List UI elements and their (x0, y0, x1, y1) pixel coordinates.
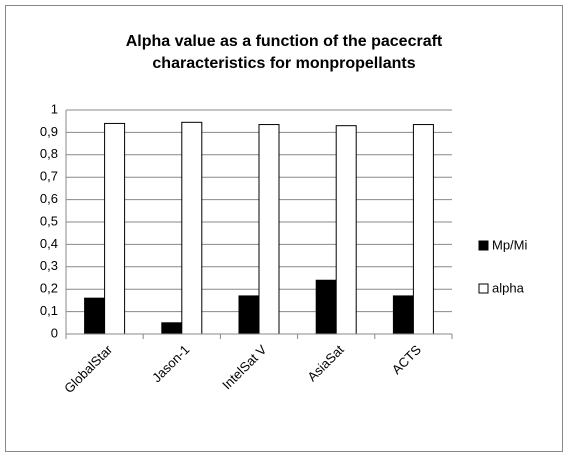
chart-title: Alpha value as a function of the pacecra… (126, 33, 443, 50)
bar (104, 122, 126, 335)
legend-swatch (478, 240, 489, 251)
legend-label: alpha (492, 280, 525, 295)
y-tick-label: 0,6 (40, 191, 58, 206)
y-tick-label: 0,1 (40, 303, 58, 318)
bar (412, 124, 434, 335)
bar (335, 125, 357, 335)
y-tick-label: 0,4 (40, 236, 58, 251)
bar (84, 297, 106, 335)
y-tick-label: 0,8 (40, 146, 58, 161)
y-tick-label: 0 (51, 325, 58, 340)
chart-title: characteristics for monpropellants (152, 55, 415, 72)
y-tick-label: 0,9 (40, 124, 58, 139)
y-tick-label: 0,5 (40, 213, 58, 228)
y-tick-label: 1 (51, 101, 58, 116)
legend-swatch (478, 283, 489, 294)
bar (238, 295, 260, 335)
bar (181, 121, 203, 335)
y-tick-label: 0,3 (40, 258, 58, 273)
bar (315, 279, 337, 335)
bar (161, 322, 183, 335)
bar (392, 295, 414, 335)
legend-label: Mp/Mi (492, 237, 528, 252)
y-tick-label: 0,7 (40, 169, 58, 184)
chart-border (5, 5, 563, 452)
y-tick-label: 0,2 (40, 281, 58, 296)
bar (258, 124, 280, 335)
